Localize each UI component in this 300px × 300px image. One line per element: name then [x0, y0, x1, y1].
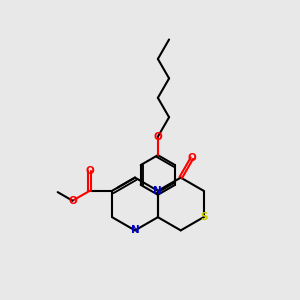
Text: O: O [68, 196, 77, 206]
Text: N: N [154, 186, 162, 196]
Text: N: N [130, 225, 140, 236]
Text: O: O [188, 153, 196, 163]
Text: O: O [154, 132, 162, 142]
Text: S: S [200, 212, 207, 222]
Text: O: O [85, 166, 94, 176]
